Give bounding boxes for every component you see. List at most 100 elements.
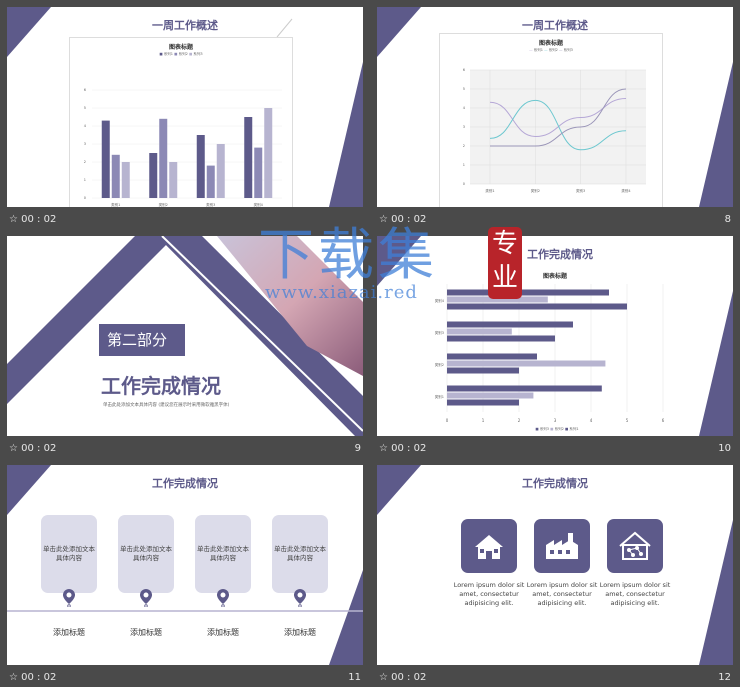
bar bbox=[447, 303, 627, 310]
factory-icon bbox=[546, 533, 578, 559]
slide-canvas: 工作完成情况 bbox=[377, 465, 733, 665]
series-line bbox=[490, 88, 627, 147]
chart-title: 图表标题 bbox=[538, 40, 563, 47]
bar bbox=[447, 289, 609, 296]
location-pin-icon bbox=[140, 589, 152, 607]
x-tick-label: 3 bbox=[554, 418, 557, 423]
network-house-icon bbox=[619, 531, 651, 560]
text-card: 单击此处添加文本具体内容 bbox=[195, 515, 251, 593]
section-heading: 工作完成情况 bbox=[101, 374, 221, 398]
bar bbox=[244, 117, 253, 198]
line-chart: 0 1 2 3 4 5 6 类别1 类别2 类别3 类别4 bbox=[463, 68, 646, 193]
bar bbox=[149, 153, 158, 198]
bar-chart: 0 1 2 3 4 5 6 类别1 类别2 类别3 类别4 bbox=[84, 88, 282, 207]
watermark-seal: 专业 bbox=[488, 227, 522, 299]
card-text: 单击此处添加文本具体内容 bbox=[274, 545, 326, 562]
x-tick-label: 类别3 bbox=[206, 202, 215, 207]
x-tick-label: 类别2 bbox=[531, 188, 540, 193]
bar bbox=[111, 154, 120, 198]
slide-canvas: 工作完成情况 单击此处添加文本具体内容 单击此处添加文本具体内容 单击此处添加文… bbox=[7, 465, 363, 665]
bar bbox=[447, 353, 537, 360]
caption: 添加标题 bbox=[207, 628, 239, 637]
y-tick-label: 5 bbox=[84, 106, 86, 110]
bar bbox=[447, 321, 573, 328]
house-icon bbox=[475, 535, 503, 559]
bar bbox=[447, 360, 606, 367]
x-tick-label: 类别2 bbox=[159, 202, 168, 207]
location-pin-icon bbox=[217, 589, 229, 607]
y-tick-label: 0 bbox=[463, 182, 465, 186]
slide-canvas: 一周工作概述 图表标题 — 系列1 — 系列2 — 系列3 0 1 2 3 4 5 6 类别1… bbox=[377, 7, 733, 207]
slide-decoration bbox=[7, 236, 363, 436]
location-pin-icon bbox=[63, 589, 75, 607]
bar bbox=[447, 385, 602, 392]
location-pin-icon bbox=[294, 589, 306, 607]
bar bbox=[447, 335, 555, 342]
chart-frame: 图表标题 — 系列1 — 系列2 — 系列3 0 1 2 3 4 5 6 类别1 类别2 类别3 类… bbox=[439, 33, 663, 207]
slide-decoration bbox=[7, 465, 363, 665]
slide-number: 10 bbox=[718, 443, 731, 454]
legend-item: 系列3 bbox=[563, 48, 573, 52]
y-tick-label: 类别4 bbox=[435, 298, 445, 303]
slide-decoration bbox=[377, 465, 733, 665]
watermark-url: www.xiazai.red bbox=[265, 282, 418, 303]
chart-title: 图表标题 bbox=[542, 273, 567, 280]
caption: 添加标题 bbox=[284, 628, 316, 637]
x-tick-label: 类别1 bbox=[485, 188, 494, 193]
y-tick-label: 6 bbox=[84, 88, 86, 92]
chart-title: 图表标题 bbox=[168, 44, 193, 51]
y-tick-label: 类别2 bbox=[435, 362, 444, 367]
feature-tile bbox=[607, 519, 663, 573]
section-note: 单击此处添加文本具体内容 (建议您在展示时采用微软雅黑字体) bbox=[103, 403, 230, 408]
section-label: 第二部分 bbox=[99, 324, 185, 356]
y-tick-label: 2 bbox=[463, 144, 465, 148]
legend-item: 系列3 bbox=[539, 427, 550, 431]
x-tick-label: 6 bbox=[662, 418, 665, 423]
bar bbox=[121, 162, 130, 198]
legend-item: 系列2 bbox=[548, 48, 558, 52]
y-tick-label: 3 bbox=[463, 125, 465, 129]
y-tick-label: 1 bbox=[463, 163, 465, 167]
feature-text: Lorem ipsum dolor sit amet, consectetur … bbox=[599, 581, 671, 607]
bar bbox=[254, 147, 263, 198]
horizontal-bar-chart: 0 1 2 3 4 5 6 类别1 类别2 类别3 类别4 bbox=[435, 284, 665, 423]
feature-text: Lorem ipsum dolor sit amet, consectetur … bbox=[453, 581, 525, 607]
slide-title: 工作完成情况 bbox=[522, 477, 588, 490]
slide-canvas: 第二部分 工作完成情况 单击此处添加文本具体内容 (建议您在展示时采用微软雅黑字… bbox=[7, 236, 363, 436]
slide-number: 9 bbox=[354, 443, 361, 454]
feature-tile bbox=[534, 519, 590, 573]
caption: 添加标题 bbox=[130, 628, 162, 637]
slide-title: 一周工作概述 bbox=[152, 19, 218, 32]
text-card: 单击此处添加文本具体内容 bbox=[272, 515, 328, 593]
x-tick-label: 0 bbox=[446, 418, 449, 423]
y-tick-label: 类别3 bbox=[435, 330, 444, 335]
legend-item: 系列2 bbox=[554, 427, 564, 431]
slide-title: 工作完成情况 bbox=[527, 248, 593, 261]
bar bbox=[169, 162, 178, 198]
legend-item: 系列3 bbox=[193, 52, 203, 56]
legend-item: 系列1 bbox=[533, 48, 543, 52]
y-tick-label: 6 bbox=[463, 68, 465, 72]
series-line bbox=[489, 99, 627, 151]
x-tick-label: 类别3 bbox=[576, 188, 585, 193]
bar bbox=[447, 296, 548, 303]
bar bbox=[101, 120, 110, 198]
slide-decoration bbox=[377, 236, 733, 436]
chart-legend: ■ 系列3 ■ 系列2 ■ 系列1 bbox=[535, 427, 579, 431]
slide-timing: ☆ 00 : 02 bbox=[9, 214, 57, 225]
x-tick-label: 类别1 bbox=[111, 202, 120, 207]
y-tick-label: 4 bbox=[84, 124, 87, 128]
y-tick-label: 0 bbox=[84, 196, 86, 200]
feature-text: Lorem ipsum dolor sit amet, consectetur … bbox=[526, 581, 598, 607]
x-tick-label: 类别4 bbox=[621, 188, 631, 193]
x-tick-label: 类别4 bbox=[254, 202, 264, 207]
text-card: 单击此处添加文本具体内容 bbox=[41, 515, 97, 593]
bar bbox=[447, 367, 519, 374]
caption: 添加标题 bbox=[53, 628, 85, 637]
slide-canvas: 一周工作概述 图表标题 ■ 系列1 ■ 系列2 ■ 系列3 0 1 2 3 4 5 6 类别1… bbox=[7, 7, 363, 207]
bar bbox=[196, 135, 205, 198]
bar bbox=[159, 118, 168, 198]
slide-canvas: 工作完成情况 图表标题 0 1 2 3 4 5 6 类别1 类别2 类别3 类别4 ■ 系列3 ■ … bbox=[377, 236, 733, 436]
x-tick-label: 2 bbox=[518, 418, 521, 423]
slide-timing: ☆ 00 : 02 bbox=[379, 214, 427, 225]
